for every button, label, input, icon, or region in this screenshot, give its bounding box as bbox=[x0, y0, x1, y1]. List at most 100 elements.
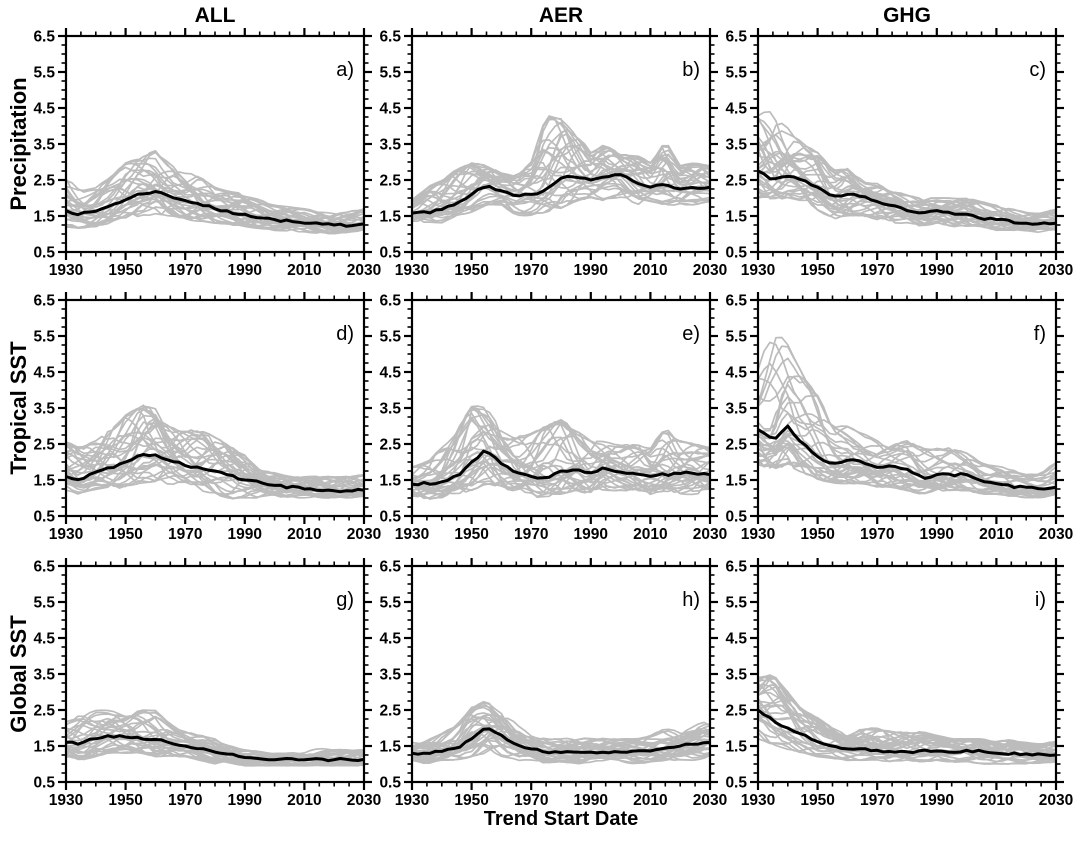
panel-letter: b) bbox=[682, 59, 700, 81]
y-tick-label: 6.5 bbox=[725, 559, 747, 576]
ensemble-line bbox=[758, 172, 1056, 230]
ensemble-line bbox=[758, 394, 1056, 485]
ensemble-line bbox=[66, 727, 364, 766]
y-tick-label: 0.5 bbox=[379, 245, 401, 262]
ensemble-lines bbox=[758, 674, 1056, 765]
y-tick-label: 4.5 bbox=[725, 101, 747, 118]
panel-g: 1930 1950 1970 1990 2010 2030 0.5 1.5 2.5 3.5 4.5 5… bbox=[33, 558, 381, 809]
x-tick-label: 2010 bbox=[287, 526, 321, 543]
panel-letter: f) bbox=[1034, 323, 1046, 345]
x-tick-label: 1950 bbox=[800, 262, 834, 279]
ensemble-line bbox=[412, 144, 710, 209]
x-tick-label: 2010 bbox=[633, 792, 667, 809]
y-tick-label: 1.5 bbox=[33, 209, 55, 226]
y-tick-label: 0.5 bbox=[725, 775, 747, 792]
panel-h: 1930 1950 1970 1990 2010 2030 0.5 1.5 2.5 3.5 4.5 5… bbox=[379, 558, 727, 809]
panel-letter: d) bbox=[336, 323, 354, 345]
mean-line-group bbox=[66, 453, 364, 494]
ensemble-line bbox=[66, 157, 364, 222]
y-tick-label: 0.5 bbox=[33, 775, 55, 792]
y-tick-label: 6.5 bbox=[33, 29, 55, 46]
mean-line-group bbox=[412, 727, 710, 756]
panel-letter: h) bbox=[682, 589, 700, 611]
panel-letter: g) bbox=[336, 589, 354, 611]
ensemble-line bbox=[758, 440, 1056, 499]
column-title-all: ALL bbox=[194, 4, 236, 27]
ensemble-line bbox=[66, 467, 364, 499]
x-tick-label: 2030 bbox=[347, 792, 381, 809]
ensemble-mean-line bbox=[758, 169, 1056, 226]
y-tick-label: 0.5 bbox=[379, 775, 401, 792]
ensemble-line bbox=[412, 457, 710, 493]
y-tick-label: 3.5 bbox=[379, 401, 401, 418]
mean-line-group bbox=[758, 169, 1056, 226]
ensemble-mean-line bbox=[412, 727, 710, 756]
x-tick-label: 2030 bbox=[693, 792, 727, 809]
y-tick-label: 0.5 bbox=[33, 509, 55, 526]
y-tick-label: 1.5 bbox=[33, 739, 55, 756]
ensemble-line bbox=[66, 151, 364, 223]
y-tick-label: 3.5 bbox=[725, 401, 747, 418]
panel-letter: c) bbox=[1029, 59, 1046, 81]
y-tick-label: 4.5 bbox=[33, 631, 55, 648]
ensemble-line bbox=[66, 709, 364, 759]
x-tick-label: 1990 bbox=[920, 262, 954, 279]
y-tick-label: 2.5 bbox=[379, 703, 401, 720]
panel-a: 1930 1950 1970 1990 2010 2030 0.5 1.5 2.5 3.5 4.5 5… bbox=[33, 28, 381, 279]
x-tick-label: 2010 bbox=[979, 792, 1013, 809]
x-tick-label: 2010 bbox=[633, 526, 667, 543]
x-tick-label: 1950 bbox=[108, 262, 142, 279]
ensemble-mean-line bbox=[758, 424, 1056, 491]
ensemble-line bbox=[758, 154, 1056, 231]
ensemble-line bbox=[758, 110, 1056, 221]
ensemble-line bbox=[758, 444, 1056, 499]
y-tick-label: 4.5 bbox=[379, 101, 401, 118]
x-tick-label: 1970 bbox=[860, 526, 894, 543]
y-tick-label: 5.5 bbox=[379, 65, 401, 82]
ensemble-lines bbox=[66, 404, 364, 500]
y-tick-label: 6.5 bbox=[725, 293, 747, 310]
x-tick-label: 1990 bbox=[574, 526, 608, 543]
x-tick-label: 2030 bbox=[693, 262, 727, 279]
ensemble-lines bbox=[412, 405, 710, 501]
y-tick-label: 6.5 bbox=[379, 559, 401, 576]
x-tick-label: 1950 bbox=[454, 262, 488, 279]
ensemble-line bbox=[412, 714, 710, 754]
x-tick-label: 1930 bbox=[395, 262, 429, 279]
x-tick-label: 1970 bbox=[514, 262, 548, 279]
panel-letter: e) bbox=[682, 323, 700, 345]
y-tick-label: 3.5 bbox=[379, 667, 401, 684]
ensemble-mean-line bbox=[66, 734, 364, 763]
x-tick-label: 2030 bbox=[347, 262, 381, 279]
ensemble-line bbox=[412, 724, 710, 765]
x-tick-label: 1930 bbox=[741, 526, 775, 543]
x-tick-label: 1990 bbox=[228, 526, 262, 543]
ensemble-line bbox=[412, 146, 710, 213]
y-tick-label: 2.5 bbox=[33, 173, 55, 190]
ensemble-line bbox=[412, 706, 710, 752]
ensemble-line bbox=[412, 149, 710, 204]
x-tick-label: 1970 bbox=[168, 792, 202, 809]
x-axis-label: Trend Start Date bbox=[483, 808, 639, 830]
x-tick-label: 1930 bbox=[741, 792, 775, 809]
ensemble-line bbox=[412, 128, 710, 208]
ensemble-line bbox=[66, 418, 364, 486]
panel-f: 1930 1950 1970 1990 2010 2030 0.5 1.5 2.5 3.5 4.5 5… bbox=[725, 292, 1073, 543]
x-tick-label: 2030 bbox=[1039, 526, 1073, 543]
ensemble-line bbox=[412, 463, 710, 500]
x-tick-label: 2010 bbox=[287, 792, 321, 809]
x-tick-label: 1950 bbox=[800, 526, 834, 543]
y-tick-label: 1.5 bbox=[725, 209, 747, 226]
y-tick-label: 4.5 bbox=[33, 101, 55, 118]
x-tick-label: 1990 bbox=[920, 792, 954, 809]
panel-d: 1930 1950 1970 1990 2010 2030 0.5 1.5 2.5 3.5 4.5 5… bbox=[33, 292, 381, 543]
ensemble-mean-line bbox=[66, 190, 364, 228]
ensemble-line bbox=[412, 474, 710, 494]
ensemble-line bbox=[66, 709, 364, 758]
ensemble-line bbox=[66, 199, 364, 234]
axis-box bbox=[410, 34, 712, 254]
mean-line-group bbox=[66, 734, 364, 763]
ensemble-lines bbox=[412, 115, 710, 224]
